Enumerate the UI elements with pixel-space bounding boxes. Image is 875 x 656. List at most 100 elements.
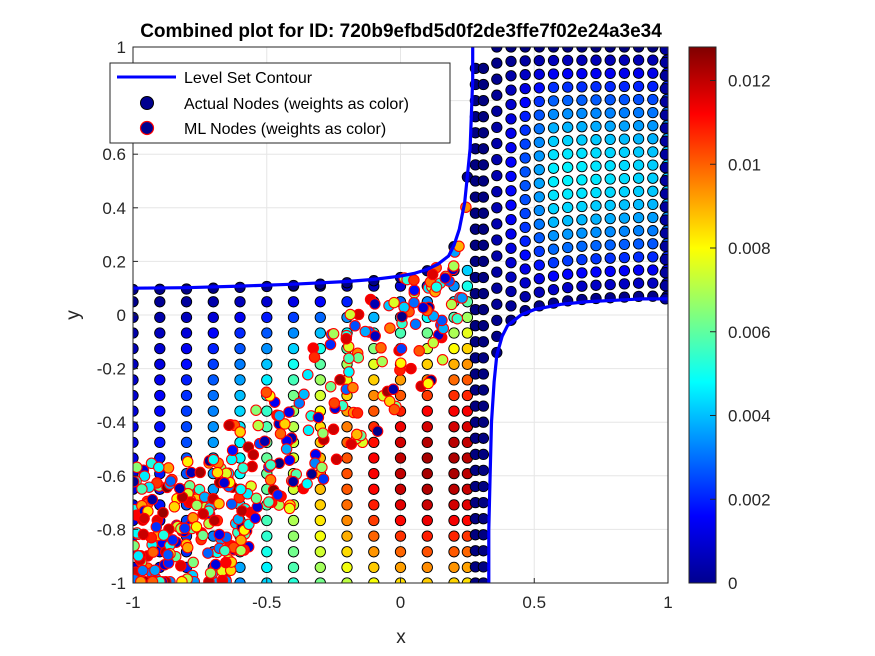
x-axis-label: x [396,627,406,648]
actual-node [576,174,588,186]
x-tick-label: -1 [125,593,140,612]
actual-node [477,223,490,235]
ml-node [236,505,248,517]
actual-node [491,57,503,69]
actual-node [477,416,490,428]
ml-node [202,547,214,559]
actual-node [604,226,616,238]
actual-node [632,264,645,276]
ml-node [133,540,140,552]
actual-node [618,93,631,106]
actual-node [477,127,490,139]
actual-node [647,172,659,184]
ml-node [162,549,174,561]
ml-node [405,362,417,375]
actual-node [180,311,193,324]
actual-node [618,80,631,93]
actual-node [261,311,273,324]
ml-node [396,310,408,323]
actual-node [632,225,645,237]
actual-node [491,121,503,134]
actual-node [341,296,353,308]
actual-node [394,467,407,480]
actual-node [154,358,166,370]
actual-node [562,47,574,53]
actual-node [533,286,545,298]
actual-node [421,561,433,574]
ml-node [181,455,194,468]
actual-node [647,80,659,93]
ml-node [234,426,246,438]
actual-node [505,213,517,226]
actual-node [421,546,433,558]
actual-node [491,137,503,150]
actual-node [421,405,433,417]
ml-node [317,473,330,485]
ml-node [426,268,439,281]
actual-node [394,530,407,542]
actual-node [461,358,474,370]
actual-node [491,298,503,310]
ml-node [263,496,275,508]
actual-node [632,93,645,106]
y-tick-label: -0.6 [97,467,126,486]
ml-node [258,435,271,447]
actual-node [533,273,545,285]
actual-node [314,546,326,558]
actual-node [287,546,300,558]
actual-node [618,120,631,132]
ml-node [168,501,181,513]
ml-node [273,409,286,422]
actual-node [448,546,460,558]
actual-node [547,122,560,134]
actual-node [234,374,246,386]
actual-node [604,186,616,198]
actual-node [519,166,531,178]
actual-node [477,303,490,316]
actual-node [394,546,407,558]
actual-node [505,55,517,68]
actual-node [590,81,602,93]
ml-node [330,453,343,466]
actual-node [207,374,219,386]
actual-node [604,107,616,119]
actual-node [368,561,380,574]
actual-node [207,342,219,355]
actual-node [604,239,616,251]
actual-node [533,123,545,135]
ml-node [187,556,199,569]
actual-node [590,147,602,159]
actual-node [394,436,407,449]
actual-node [207,421,219,433]
actual-node [505,285,517,298]
actual-node [576,67,588,80]
y-tick-label: 0 [117,306,126,325]
actual-node [547,176,560,188]
ml-node [225,498,238,510]
actual-node [519,249,531,261]
actual-node [519,263,531,275]
actual-node [491,202,503,214]
actual-node [261,327,273,339]
actual-node [314,311,326,324]
actual-node [632,133,645,145]
actual-node [576,160,588,173]
colorbar-tick-label: 0.012 [728,72,771,91]
actual-node [659,70,668,82]
actual-node [547,54,560,67]
actual-node [647,264,659,276]
actual-node [421,358,433,370]
actual-node [519,47,531,53]
actual-node [576,253,588,266]
actual-node [647,211,659,224]
actual-node [368,546,380,558]
y-tick-label: 0.2 [102,252,126,271]
actual-node [659,122,668,134]
actual-node [394,514,407,527]
actual-node [547,203,560,215]
ml-node [249,512,262,524]
ml-node [398,301,410,314]
actual-node [519,291,531,303]
actual-node [448,530,460,542]
actual-node [547,68,560,80]
